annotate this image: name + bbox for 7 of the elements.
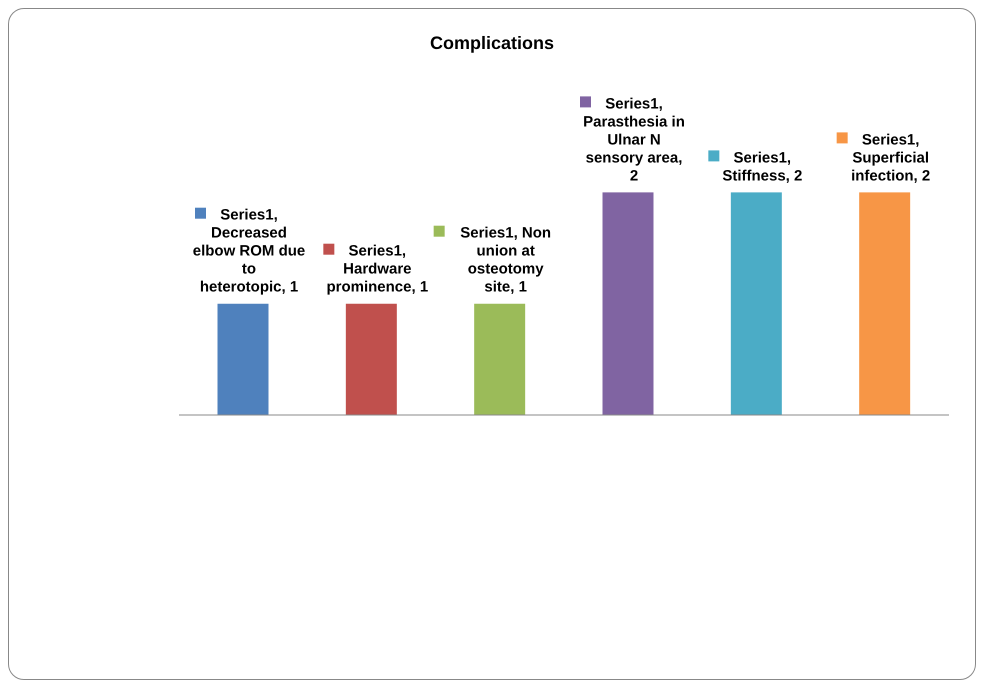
data-label: Series1, Stiffness, 2 xyxy=(722,149,802,184)
data-label: Series1, Decreased elbow ROM due to heterotopic, 1 xyxy=(192,206,306,296)
data-label: Series1, Non union at osteotomy site, 1 xyxy=(460,224,552,296)
data-label: Series1, Hardware prominence, 1 xyxy=(326,242,428,296)
data-label: Series1, Superficial infection, 2 xyxy=(851,131,930,184)
data-label: Series1, Parasthesia in Ulnar N sensory area, 2 xyxy=(583,95,685,184)
chart-title: Complications xyxy=(428,33,555,54)
